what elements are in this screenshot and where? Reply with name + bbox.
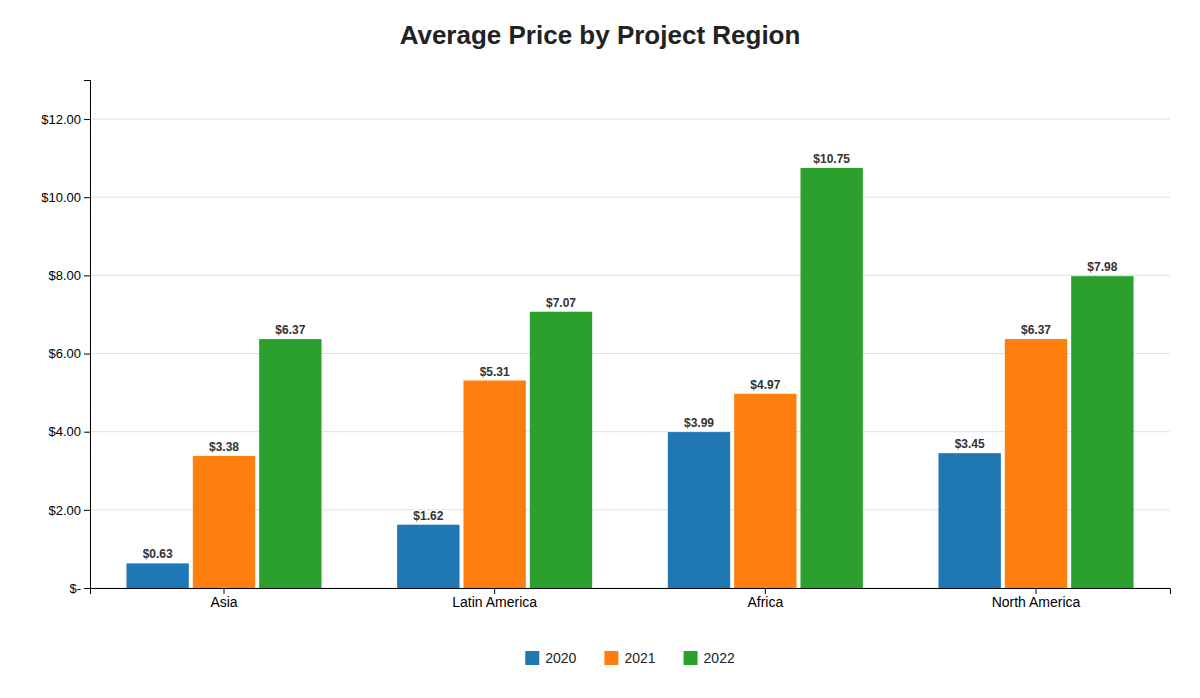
data-label: $3.38 <box>209 440 239 454</box>
legend-swatch <box>604 651 618 665</box>
x-tick: North America <box>992 588 1081 610</box>
y-tick: $12.00 <box>41 112 90 127</box>
bar <box>193 456 255 588</box>
y-tick-label: $2.00 <box>48 503 81 518</box>
data-label: $6.37 <box>275 323 305 337</box>
data-label: $3.99 <box>684 416 714 430</box>
data-label: $0.63 <box>143 547 173 561</box>
legend-swatch <box>684 651 698 665</box>
title: Average Price by Project Region <box>400 20 801 50</box>
legend-label: 2020 <box>545 650 576 666</box>
y-tick: $- <box>69 581 90 596</box>
y-tick-mark <box>84 275 90 276</box>
bar <box>800 168 862 588</box>
data-label: $6.37 <box>1021 323 1051 337</box>
data-label: $1.62 <box>413 509 443 523</box>
y-axis-line <box>84 81 91 589</box>
legend-item: 2021 <box>604 650 655 666</box>
y-tick: $2.00 <box>48 503 90 518</box>
x-tick: Asia <box>210 588 237 610</box>
data-label: $3.45 <box>955 437 985 451</box>
bar <box>530 312 592 588</box>
legend-item: 2022 <box>684 650 735 666</box>
chart: $- $2.00 $4.00 $6.00 $8.00 $10.00 $12.00 Asia La… <box>0 0 1200 698</box>
y-tick-mark <box>84 197 90 198</box>
y-tick-label: $6.00 <box>48 346 81 361</box>
y-tick-mark <box>84 432 90 433</box>
grid-line <box>90 197 1170 198</box>
x-tick: Latin America <box>452 588 537 610</box>
y-tick-mark <box>84 119 90 120</box>
legend-label: 2021 <box>624 650 655 666</box>
bars <box>126 168 1133 588</box>
legend-swatch <box>525 651 539 665</box>
y-tick: $10.00 <box>41 190 90 205</box>
y-tick: $6.00 <box>48 346 90 361</box>
data-labels: $0.63 $1.62 $3.99 $3.45 $3.38 $5.31 $4.97 $6.37… <box>143 152 1118 561</box>
plot: $- $2.00 $4.00 $6.00 $8.00 $10.00 $12.00 Asia La… <box>41 81 1170 610</box>
y-tick-label: $12.00 <box>41 112 81 127</box>
y-tick-label: $- <box>69 581 81 596</box>
legend-item: 2020 <box>525 650 576 666</box>
data-label: $7.07 <box>546 296 576 310</box>
grid-line <box>90 275 1170 276</box>
x-tick-label: Latin America <box>452 594 537 610</box>
y-tick-label: $4.00 <box>48 424 81 439</box>
bar <box>734 394 796 588</box>
y-tick-mark <box>84 588 90 589</box>
x-tick: Africa <box>747 588 783 610</box>
bar <box>259 339 321 588</box>
y-tick-mark <box>84 510 90 511</box>
bar <box>668 432 730 588</box>
grid-line <box>90 119 1170 120</box>
legend-label: 2022 <box>704 650 735 666</box>
x-tick-label: Asia <box>210 594 237 610</box>
data-label: $5.31 <box>480 365 510 379</box>
data-label: $10.75 <box>813 152 850 166</box>
y-tick-label: $8.00 <box>48 268 81 283</box>
data-label: $7.98 <box>1087 260 1117 274</box>
y-tick-mark <box>84 354 90 355</box>
y-tick-label: $10.00 <box>41 190 81 205</box>
y-axis: $- $2.00 $4.00 $6.00 $8.00 $10.00 $12.00 <box>41 81 90 596</box>
grid <box>90 119 1170 588</box>
y-tick: $8.00 <box>48 268 90 283</box>
legend: 2020 2021 2022 <box>525 650 735 666</box>
y-tick: $4.00 <box>48 424 90 439</box>
bar <box>1005 339 1067 588</box>
x-tick-label: Africa <box>747 594 783 610</box>
bar <box>126 563 188 588</box>
data-label: $4.97 <box>750 378 780 392</box>
x-axis: Asia Latin America Africa North America <box>91 588 1171 610</box>
bar <box>397 525 459 588</box>
bar <box>1071 276 1133 588</box>
x-tick-label: North America <box>992 594 1081 610</box>
bar <box>463 381 525 588</box>
bar <box>938 453 1000 588</box>
